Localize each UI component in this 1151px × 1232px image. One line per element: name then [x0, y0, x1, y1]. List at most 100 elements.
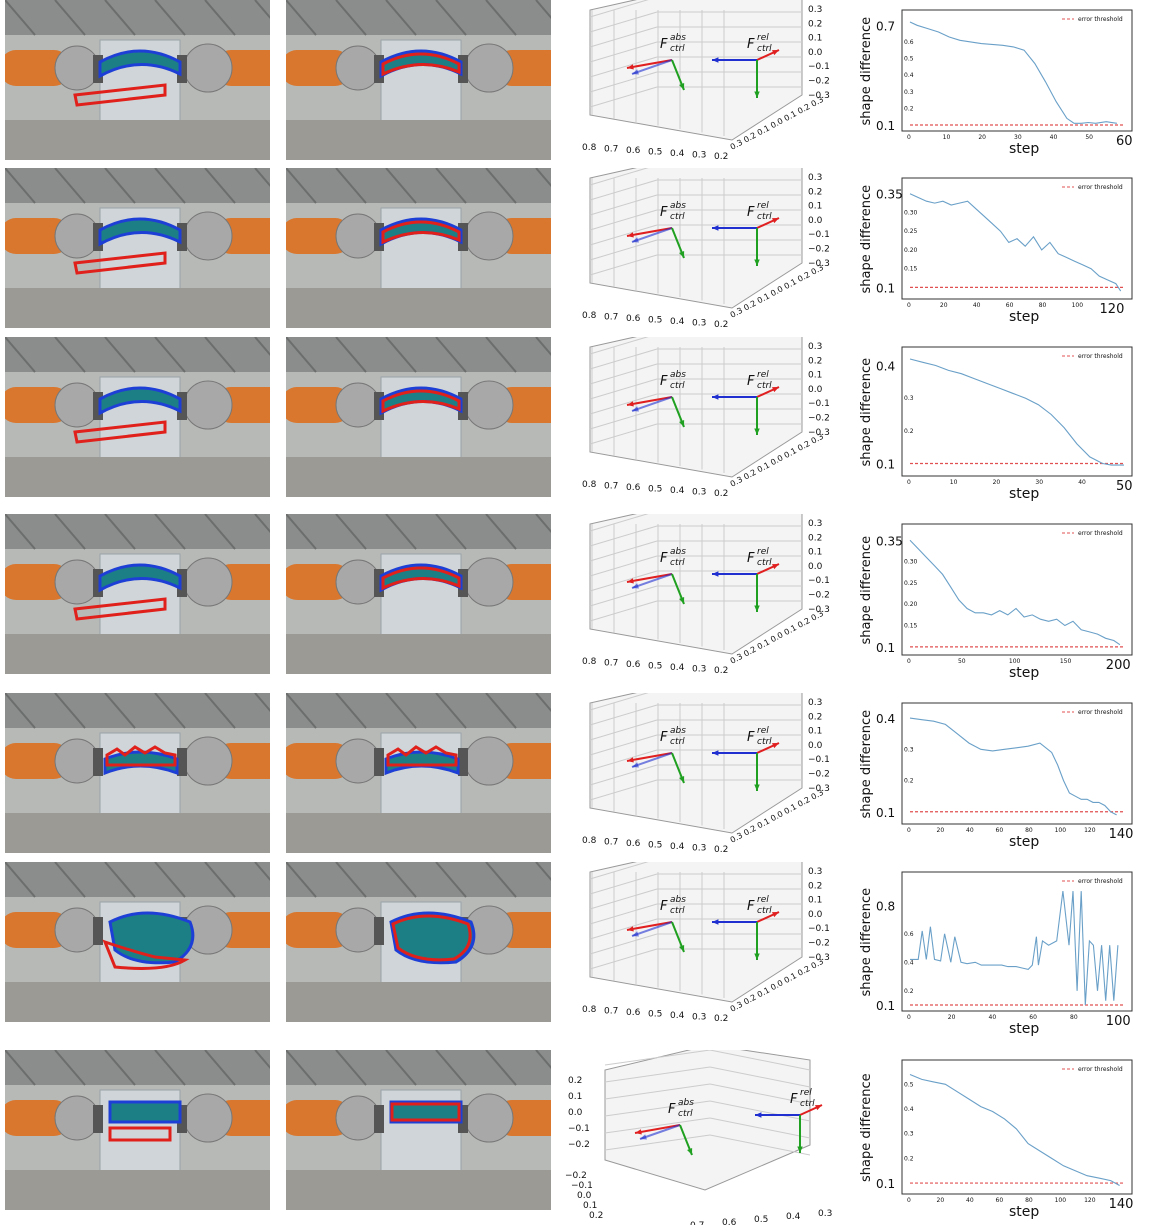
x-max-label: 200	[1106, 658, 1131, 673]
legend-label: error threshold	[1078, 16, 1123, 23]
ceiling-beam	[435, 1050, 467, 1086]
object-contour-target	[73, 597, 167, 621]
robot-left-arm	[286, 743, 351, 779]
force-abs-x-arrow	[626, 752, 673, 762]
force-rel-x-arrow-head	[772, 912, 779, 918]
force-abs-z-arrow-head	[687, 1148, 693, 1155]
force-abs-z-arrow-head	[679, 83, 685, 90]
robot-left-wrist	[54, 213, 100, 259]
x-axis-label: step	[1009, 665, 1039, 681]
x-axis-label: step	[1009, 486, 1039, 502]
label-f-rel-sub: ctrl	[757, 558, 772, 568]
ceiling	[5, 168, 270, 203]
gridline	[589, 86, 658, 108]
ceiling	[5, 1050, 270, 1085]
robot-left-wrist	[335, 213, 381, 259]
ceiling-beam	[5, 337, 36, 373]
gridline	[589, 525, 658, 547]
force-3d-plot: 0.3 0.2 0.1 0.0 −0.1 −0.2 −0.3 0.8 0.7 0.6 0.5 0.4 0…	[572, 168, 842, 333]
gridline	[589, 423, 658, 445]
label-f-abs-sub: ctrl	[670, 212, 685, 222]
ceiling-beam	[385, 514, 417, 550]
x-max-label: 140	[1109, 827, 1134, 842]
ceiling-beam	[286, 337, 317, 373]
x-tick-label: 0.8	[582, 836, 597, 846]
x-tick-label-small: 20	[940, 302, 948, 309]
force-abs-y-arrow-head	[632, 69, 639, 75]
initial-state-photo	[5, 0, 270, 160]
force-abs-z-arrow-head	[679, 420, 685, 427]
ceiling-beam	[485, 862, 517, 898]
robot-right-wrist	[464, 1093, 514, 1143]
deformable-object	[73, 386, 182, 444]
plot-frame	[901, 1059, 1133, 1195]
object-contour-target	[73, 251, 167, 275]
floor	[5, 457, 270, 497]
ceiling-beam	[104, 862, 136, 898]
label-f-rel-sup: rel	[757, 895, 769, 905]
gridline	[589, 948, 658, 970]
x-tick-label-small: 20	[978, 134, 986, 141]
x-tick-label-small: 80	[1039, 302, 1047, 309]
gridline	[589, 254, 658, 276]
force-abs-z-arrow-head	[679, 251, 685, 258]
x-tick-label-small: 0	[907, 827, 911, 834]
y-tick-label-small: 0.4	[904, 1106, 914, 1113]
ceiling-beam	[485, 0, 517, 36]
ceiling-beam	[104, 337, 136, 373]
y-tick-label: 0.1	[876, 119, 895, 133]
label-f-rel: F	[747, 730, 755, 745]
floor	[286, 982, 551, 1022]
object-contour-target	[381, 389, 461, 414]
robot-left-arm	[286, 218, 351, 254]
robot-left-wrist	[335, 1095, 381, 1141]
x-tick-label: 0.6	[626, 1008, 641, 1018]
floor	[5, 120, 270, 160]
ceiling-beam	[104, 514, 136, 550]
floor	[5, 813, 270, 853]
x-tick-label-small: 0	[907, 302, 911, 309]
force-rel-z-arrow-head	[754, 259, 760, 266]
y-tick-label-small: 0.15	[904, 623, 918, 630]
y-tick-label: 0.4	[876, 360, 895, 374]
legend-label: error threshold	[1078, 709, 1123, 716]
y-tick-label: 0.4	[876, 712, 895, 726]
force-rel-x-arrow-head	[772, 387, 779, 393]
label-f-rel-sup: rel	[757, 201, 769, 211]
x-tick-label-small: 0	[907, 1197, 911, 1204]
initial-state-photo	[5, 514, 270, 674]
object-contour-target	[381, 220, 461, 245]
legend-label: error threshold	[1078, 530, 1123, 537]
label-f-abs: F	[660, 37, 668, 52]
force-abs-y-arrow-head	[632, 583, 639, 589]
gridline	[589, 873, 658, 895]
ceiling-beam	[435, 337, 467, 373]
force-abs-y-arrow	[631, 227, 673, 243]
x-axis-label: step	[1009, 141, 1039, 157]
ceiling	[286, 0, 551, 35]
x-tick-label: 0.7	[604, 313, 618, 323]
label-f-abs: F	[660, 374, 668, 389]
z-tick-label: −0.1	[808, 62, 830, 72]
axes-box	[589, 693, 803, 834]
x-tick-label: 0.3	[692, 844, 706, 854]
y-tick-label-small: 0.2	[904, 428, 914, 435]
deformable-object	[73, 49, 182, 107]
x-tick-label: 0.6	[722, 1218, 737, 1225]
x-tick-label: 0.7	[604, 145, 618, 155]
y-tick-label-small: 0.30	[904, 559, 918, 566]
shape-difference-curve	[909, 717, 1117, 816]
z-tick-label: 0.3	[808, 519, 822, 529]
ceiling-beam	[54, 1050, 86, 1086]
y-tick-label-small: 0.3	[904, 395, 914, 402]
force-3d-plot: 0.3 0.2 0.1 0.0 −0.1 −0.2 −0.3 0.8 0.7 0.6 0.5 0.4 0…	[572, 862, 842, 1027]
ceiling	[5, 514, 270, 549]
axes-pane	[589, 693, 803, 834]
z-tick-label: 0.1	[808, 371, 822, 381]
ceiling-beam	[154, 337, 186, 373]
gripper-left	[93, 223, 103, 251]
force-rel-z-arrow-head	[754, 428, 760, 435]
y-tick-label: 0.7	[876, 19, 895, 33]
ceiling-beam	[535, 514, 551, 534]
gripper-right	[177, 748, 187, 776]
